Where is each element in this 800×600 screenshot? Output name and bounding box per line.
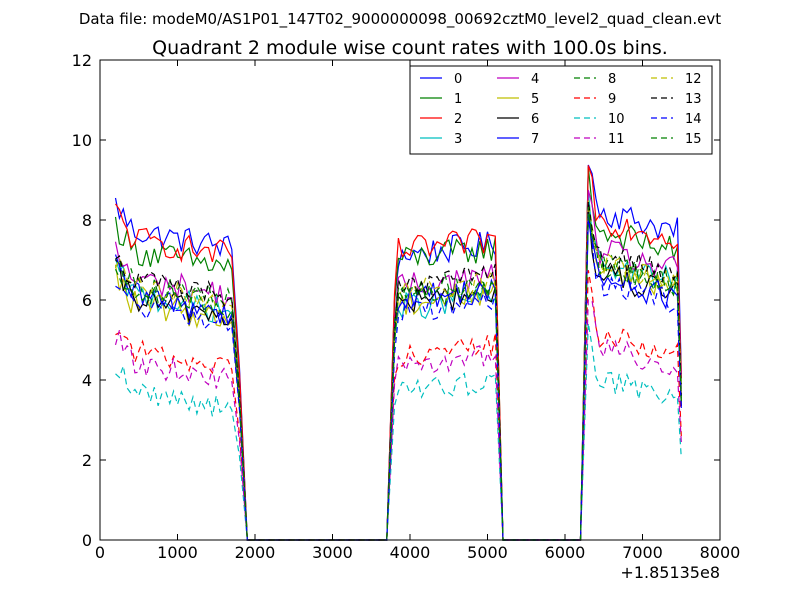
ticks-layer: 0 1000 2000 3000 4000 5000 6000 7000 80000246810… (72, 51, 741, 562)
legend-label-9: 9 (608, 92, 616, 107)
y-tick-label: 8 (82, 211, 92, 230)
series-line-2 (115, 165, 682, 541)
y-tick-label: 2 (82, 451, 92, 470)
series-line-11 (114, 298, 682, 541)
x-tick-label: 2000 (235, 543, 276, 562)
series-line-9 (115, 270, 682, 541)
series-line-14 (115, 214, 682, 541)
legend-label-13: 13 (685, 92, 702, 107)
y-tick-label: 10 (72, 131, 92, 150)
legend-label-15: 15 (685, 132, 702, 147)
legend-label-12: 12 (685, 72, 702, 87)
series-line-8 (114, 213, 682, 541)
legend-label-3: 3 (454, 132, 462, 147)
series-line-12 (114, 200, 682, 541)
series-line-13 (115, 201, 682, 541)
legend-label-5: 5 (531, 92, 539, 107)
series-line-5 (114, 216, 682, 541)
legend-box (409, 65, 713, 155)
x-tick-label: 1000 (157, 543, 198, 562)
legend-label-1: 1 (454, 92, 462, 107)
x-tick-label: 6000 (545, 543, 586, 562)
legend-label-8: 8 (608, 72, 616, 87)
legend-label-14: 14 (685, 112, 702, 127)
y-tick-label: 6 (82, 291, 92, 310)
x-tick-label: 5000 (467, 543, 508, 562)
series-line-1 (114, 167, 682, 541)
y-tick-label: 0 (82, 531, 92, 550)
x-tick-label: 0 (95, 543, 105, 562)
series-line-15 (114, 206, 682, 541)
chart-title: Quadrant 2 module wise count rates with … (152, 37, 668, 59)
x-offset-label: +1.85135e8 (620, 563, 720, 582)
legend-label-0: 0 (454, 72, 462, 87)
x-tick-label: 4000 (390, 543, 431, 562)
x-tick-label: 3000 (312, 543, 353, 562)
legend-label-6: 6 (531, 112, 539, 127)
legend-label-4: 4 (531, 72, 539, 87)
series-line-10 (115, 322, 682, 541)
series-layer (114, 164, 682, 541)
y-tick-label: 12 (72, 51, 92, 70)
legend-label-11: 11 (608, 132, 625, 147)
x-tick-label: 7000 (622, 543, 663, 562)
x-tick-label: 8000 (700, 543, 741, 562)
legend-label-2: 2 (454, 112, 462, 127)
figure-suptitle: Data file: modeM0/AS1P01_147T02_90000000… (79, 10, 721, 29)
legend-label-10: 10 (608, 112, 625, 127)
legend-label-7: 7 (531, 132, 539, 147)
y-tick-label: 4 (82, 371, 92, 390)
